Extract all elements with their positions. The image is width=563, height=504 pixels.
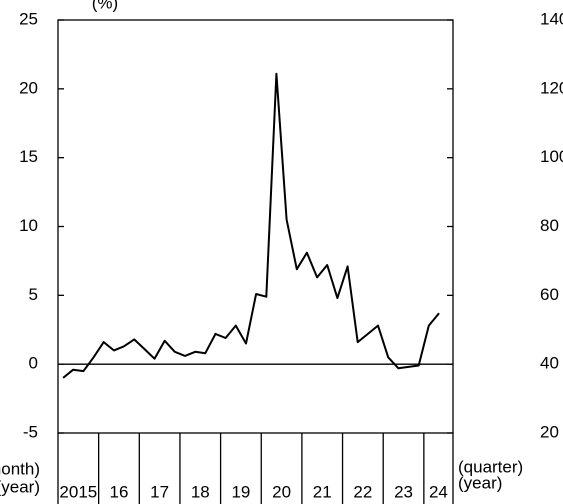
y2-tick-label: 20 (540, 422, 559, 441)
y2-tick-label: 60 (540, 285, 559, 304)
y2-tick-label: 120 (540, 78, 563, 97)
x2-label: (quarter) (458, 457, 523, 476)
year-label: 2015 (59, 482, 97, 501)
x-label: (month) (0, 459, 40, 478)
year-label: 20 (272, 482, 291, 501)
y-tick-label: 5 (29, 285, 38, 304)
year-label: 16 (110, 482, 129, 501)
y-tick-label: 15 (19, 147, 38, 166)
year-label: 19 (231, 482, 250, 501)
y-tick-label: -5 (23, 422, 38, 441)
y-tick-label: 0 (29, 354, 38, 373)
year-label: 21 (313, 482, 332, 501)
x2-label: (year) (458, 473, 502, 492)
y-tick-label: 20 (19, 78, 38, 97)
y2-tick-label: 40 (540, 354, 559, 373)
year-label: 24 (429, 482, 448, 501)
y-unit: (%) (92, 0, 118, 12)
year-label: 23 (394, 482, 413, 501)
y2-tick-label: 80 (540, 216, 559, 235)
year-label: 22 (353, 482, 372, 501)
y2-tick-label: 100 (540, 147, 563, 166)
y-tick-label: 25 (19, 9, 38, 28)
y2-tick-label: 140 (540, 9, 563, 28)
series-line (62, 72, 440, 379)
year-label: 17 (150, 482, 169, 501)
y-tick-label: 10 (19, 216, 38, 235)
year-label: 18 (191, 482, 210, 501)
x-label: (year) (0, 477, 40, 496)
plot-frame (57, 19, 454, 434)
